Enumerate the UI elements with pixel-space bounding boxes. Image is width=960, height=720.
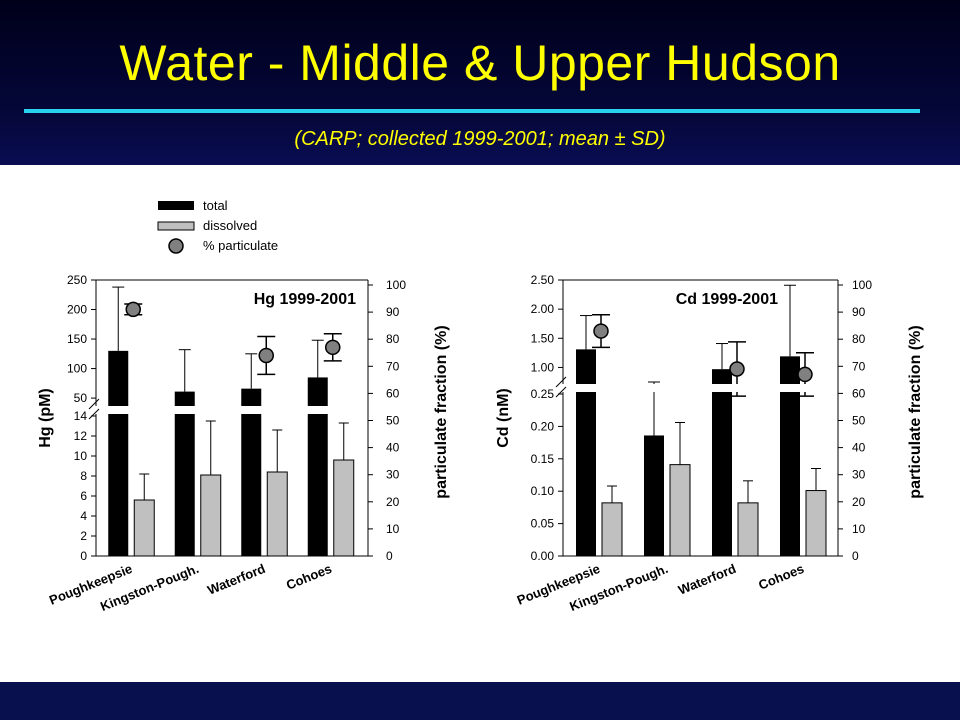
hg-y-tick-label: 150 bbox=[67, 332, 87, 346]
hg-y2-axis-label: particulate fraction (%) bbox=[433, 325, 450, 498]
cd-total-bar bbox=[712, 369, 732, 556]
hg-y-tick-label: 250 bbox=[67, 273, 87, 287]
cd-particulate-marker bbox=[593, 323, 609, 339]
cd-total-bar bbox=[576, 349, 596, 556]
cd-y2-tick-label: 30 bbox=[852, 468, 866, 482]
hg-total-bar bbox=[174, 391, 195, 556]
hg-dissolved-bar bbox=[133, 499, 155, 557]
cd-y-tick-label: 0.15 bbox=[531, 452, 555, 466]
cd-axis-break-mark bbox=[555, 386, 567, 398]
hg-particulate-marker bbox=[258, 347, 274, 364]
hg-total-bar bbox=[108, 350, 129, 556]
legend-dissolved-label: dissolved bbox=[203, 218, 257, 233]
cd-y-tick-label: 2.00 bbox=[531, 302, 555, 316]
cd-y-tick-label: 0.05 bbox=[531, 517, 555, 531]
hg-category-label: Waterford bbox=[205, 561, 267, 598]
hg-chart: 0 2 4 6 8 10 12 14 50 100 150 200 250 0 10 20 30 40 50 60 70… bbox=[37, 273, 450, 614]
hg-y2-tick-label: 90 bbox=[386, 305, 400, 319]
cd-category-label: Waterford bbox=[676, 561, 738, 598]
hg-y2-tick-label: 100 bbox=[386, 278, 406, 292]
legend: total dissolved % particulate bbox=[157, 198, 278, 254]
legend-total-swatch bbox=[158, 201, 194, 210]
cd-y-tick-label: 0.00 bbox=[531, 549, 555, 563]
cd-y2-tick-label: 10 bbox=[852, 522, 866, 536]
hg-chart-title: Hg 1999-2001 bbox=[254, 291, 356, 308]
hg-dissolved-bar bbox=[266, 471, 288, 557]
cd-particulate-marker bbox=[797, 366, 813, 383]
hg-y2-tick-label: 20 bbox=[386, 495, 400, 509]
hg-y-tick-label: 200 bbox=[67, 303, 87, 317]
hg-y-tick-label: 0 bbox=[80, 549, 87, 563]
hg-total-bar bbox=[241, 388, 262, 556]
hg-y2-tick-label: 40 bbox=[386, 441, 400, 455]
cd-y-tick-label: 0.10 bbox=[531, 484, 555, 498]
cd-y2-tick-label: 80 bbox=[852, 332, 866, 346]
cd-particulate-marker bbox=[729, 361, 745, 377]
title-divider bbox=[24, 109, 920, 113]
cd-total-bar bbox=[644, 435, 664, 556]
cd-dissolved-bar bbox=[805, 490, 827, 557]
hg-y2-tick-label: 30 bbox=[386, 468, 400, 482]
hg-y-tick-label: 12 bbox=[74, 429, 88, 443]
hg-y2-tick-label: 80 bbox=[386, 332, 400, 346]
figure-area: total dissolved % particulate 0 2 4 6 8 10 12 1… bbox=[37, 198, 924, 614]
cd-category-label: Cohoes bbox=[756, 561, 806, 593]
hg-y-tick-label: 2 bbox=[80, 529, 87, 543]
slide-subtitle: (CARP; collected 1999-2001; mean ± SD) bbox=[294, 128, 666, 150]
hg-particulate-marker bbox=[325, 339, 341, 356]
hg-y2-tick-label: 70 bbox=[386, 359, 400, 373]
cd-y-tick-label: 0.25 bbox=[531, 387, 555, 401]
cd-y-tick-label: 2.50 bbox=[531, 273, 555, 287]
cd-chart-title: Cd 1999-2001 bbox=[676, 291, 778, 308]
legend-total-label: total bbox=[203, 198, 228, 213]
hg-y-tick-label: 50 bbox=[74, 391, 88, 405]
hg-axis-break-mark bbox=[88, 398, 100, 410]
cd-y2-tick-label: 50 bbox=[852, 414, 866, 428]
hg-axis-break-band bbox=[89, 406, 363, 414]
legend-particulate-marker bbox=[168, 238, 184, 254]
hg-y-axis-label: Hg (pM) bbox=[37, 388, 54, 448]
hg-y2-tick-label: 60 bbox=[386, 386, 400, 400]
hg-y2-tick-label: 50 bbox=[386, 414, 400, 428]
hg-particulate-marker bbox=[125, 301, 141, 318]
cd-y2-tick-label: 90 bbox=[852, 305, 866, 319]
hg-category-label: Cohoes bbox=[284, 561, 334, 593]
hg-y-tick-label: 14 bbox=[74, 409, 88, 423]
cd-axis-break-mark bbox=[555, 376, 567, 388]
hg-y-tick-label: 100 bbox=[67, 362, 87, 376]
cd-y-axis-label: Cd (nM) bbox=[495, 388, 512, 448]
hg-total-bar bbox=[307, 377, 328, 556]
cd-y-tick-label: 1.50 bbox=[531, 331, 555, 345]
hg-y-tick-label: 6 bbox=[80, 489, 87, 503]
hg-dissolved-bar bbox=[333, 459, 355, 557]
cd-total-bar bbox=[780, 356, 800, 556]
cd-axis-break-band bbox=[556, 384, 833, 392]
hg-y-tick-label: 4 bbox=[80, 509, 87, 523]
legend-particulate-label: % particulate bbox=[203, 238, 278, 253]
hg-y-tick-label: 10 bbox=[74, 449, 88, 463]
cd-y2-tick-label: 70 bbox=[852, 359, 866, 373]
cd-dissolved-bar bbox=[669, 464, 691, 557]
hg-axis-break-mark bbox=[88, 408, 100, 420]
cd-dissolved-bar bbox=[737, 502, 759, 557]
hg-dissolved-bar bbox=[200, 474, 222, 557]
cd-y2-axis-label: particulate fraction (%) bbox=[907, 325, 924, 498]
cd-y2-tick-label: 100 bbox=[852, 278, 872, 292]
cd-y-tick-label: 1.00 bbox=[531, 360, 555, 374]
cd-dissolved-bar bbox=[601, 502, 623, 557]
cd-chart: 0.00 0.05 0.10 0.15 0.20 0.25 1.00 1.50 2.00 2.50… bbox=[495, 273, 924, 614]
slide-footer bbox=[0, 682, 960, 720]
cd-y2-tick-label: 20 bbox=[852, 495, 866, 509]
hg-y2-tick-label: 0 bbox=[386, 549, 393, 563]
slide-header: Water - Middle & Upper Hudson (CARP; col… bbox=[0, 0, 960, 165]
cd-y2-tick-label: 0 bbox=[852, 549, 859, 563]
legend-dissolved-swatch bbox=[157, 221, 195, 231]
cd-y2-tick-label: 40 bbox=[852, 441, 866, 455]
hg-y2-tick-label: 10 bbox=[386, 522, 400, 536]
cd-y-tick-label: 0.20 bbox=[531, 419, 555, 433]
slide-title: Water - Middle & Upper Hudson bbox=[119, 35, 841, 91]
cd-y2-tick-label: 60 bbox=[852, 386, 866, 400]
hg-y-tick-label: 8 bbox=[80, 469, 87, 483]
